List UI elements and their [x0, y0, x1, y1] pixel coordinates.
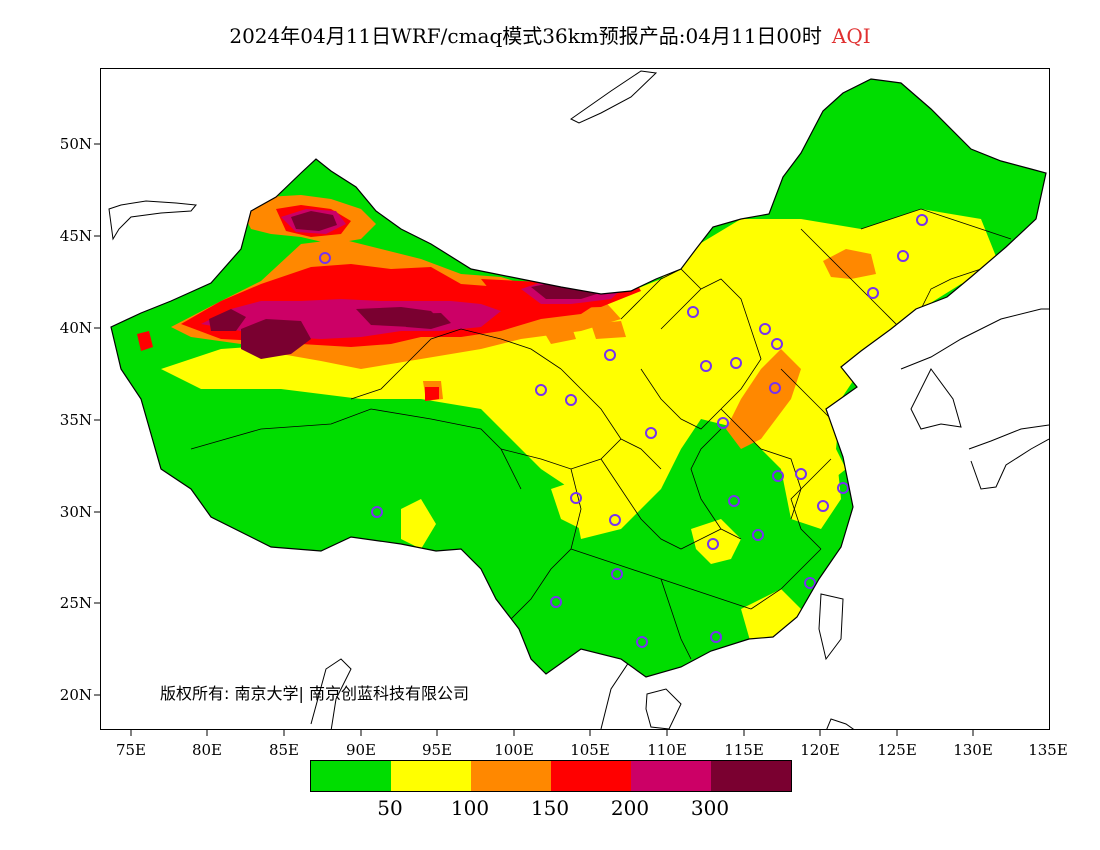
national-border — [110, 78, 1047, 678]
legend-label: 100 — [450, 796, 490, 820]
legend-swatch-1 — [391, 761, 471, 791]
title-main: 2024年04月11日WRF/cmaq模式36km预报产品:04月11日00时 — [229, 24, 822, 48]
lon-label: 110E — [647, 741, 687, 759]
lon-ticks — [130, 730, 974, 736]
legend-swatch-3 — [551, 761, 631, 791]
legend-labels: 50 100 150 200 300 — [310, 792, 790, 822]
legend-label: 200 — [610, 796, 650, 820]
lon-label: 105E — [570, 741, 610, 759]
lat-label: 50N — [60, 135, 92, 153]
lon-axis: 75E 80E 85E 90E 95E 100E 105E 110E 115E … — [116, 741, 1068, 759]
lon-label: 120E — [800, 741, 840, 759]
legend-swatch-0 — [311, 761, 391, 791]
lon-label: 95E — [422, 741, 452, 759]
legend-label: 300 — [690, 796, 730, 820]
lon-label: 85E — [269, 741, 299, 759]
lat-label: 25N — [60, 594, 92, 612]
lat-label: 35N — [60, 411, 92, 429]
legend-colorbar — [310, 760, 792, 792]
lon-label: 100E — [494, 741, 534, 759]
lon-label: 130E — [953, 741, 993, 759]
map-title: 2024年04月11日WRF/cmaq模式36km预报产品:04月11日00时 A… — [0, 20, 1100, 49]
legend-swatch-5 — [711, 761, 791, 791]
lon-label: 90E — [346, 741, 376, 759]
legend-swatch-4 — [631, 761, 711, 791]
legend-label: 150 — [530, 796, 570, 820]
aqi-map — [108, 70, 1049, 729]
lat-label: 40N — [60, 319, 92, 337]
lat-label: 45N — [60, 227, 92, 245]
lat-label: 20N — [60, 686, 92, 704]
lon-label: 125E — [877, 741, 917, 759]
map-frame — [100, 68, 1050, 730]
lat-axis: 50N 45N 40N 35N 30N 25N 20N — [60, 135, 92, 704]
legend-label: 50 — [377, 796, 403, 820]
aqi-field — [111, 79, 1046, 677]
color-legend: 50 100 150 200 300 — [310, 760, 792, 822]
lon-label: 80E — [192, 741, 222, 759]
lon-label: 115E — [724, 741, 764, 759]
title-variable: AQI — [831, 24, 871, 48]
lat-label: 30N — [60, 503, 92, 521]
lon-label: 135E — [1028, 741, 1068, 759]
lon-label: 75E — [116, 741, 146, 759]
legend-swatch-2 — [471, 761, 551, 791]
copyright-text: 版权所有: 南京大学| 南京创蓝科技有限公司 — [160, 684, 469, 703]
